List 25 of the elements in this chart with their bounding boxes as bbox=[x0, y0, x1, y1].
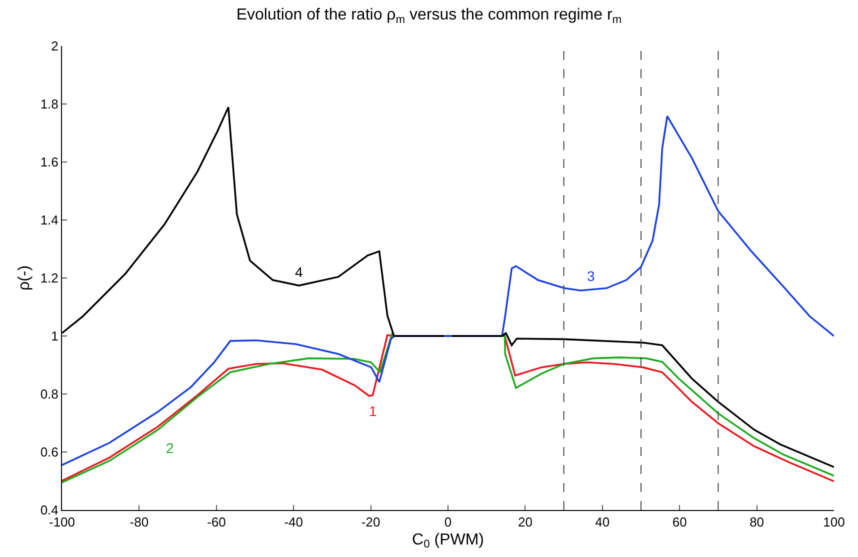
x-tick-label: 100 bbox=[823, 514, 845, 530]
series-label: 1 bbox=[369, 403, 377, 419]
y-tick-label: 1.2 bbox=[40, 270, 58, 286]
chart-title: Evolution of the ratio ρ$_{m}$ versus the common regime r$_{m}$ bbox=[236, 6, 622, 26]
y-tick-label: 1.8 bbox=[40, 96, 58, 112]
x-tick-label: -40 bbox=[284, 514, 303, 530]
x-tick-label: 40 bbox=[595, 514, 610, 530]
x-tick-label: 0 bbox=[444, 514, 452, 530]
series-label: 2 bbox=[166, 440, 174, 456]
y-tick-label: 1 bbox=[51, 328, 58, 344]
y-tick-label: 0.6 bbox=[40, 444, 58, 460]
series-label: 4 bbox=[295, 264, 303, 280]
x-tick-label: -80 bbox=[130, 514, 149, 530]
y-tick-label: 1.6 bbox=[40, 154, 58, 170]
y-tick-label: 1.4 bbox=[40, 212, 58, 228]
x-tick-label: 60 bbox=[672, 514, 687, 530]
x-tick-label: -20 bbox=[361, 514, 380, 530]
y-axis-title: ρ(-) bbox=[16, 265, 34, 291]
x-tick-label: 80 bbox=[750, 514, 764, 530]
y-tick-label: 2 bbox=[51, 38, 58, 54]
x-tick-label: -60 bbox=[207, 514, 226, 530]
x-axis-title: C$_{0}$ (PWM) bbox=[412, 531, 484, 551]
series-label: 3 bbox=[587, 268, 595, 284]
y-tick-label: 0.8 bbox=[40, 386, 58, 402]
x-tick-label: 20 bbox=[518, 514, 532, 530]
